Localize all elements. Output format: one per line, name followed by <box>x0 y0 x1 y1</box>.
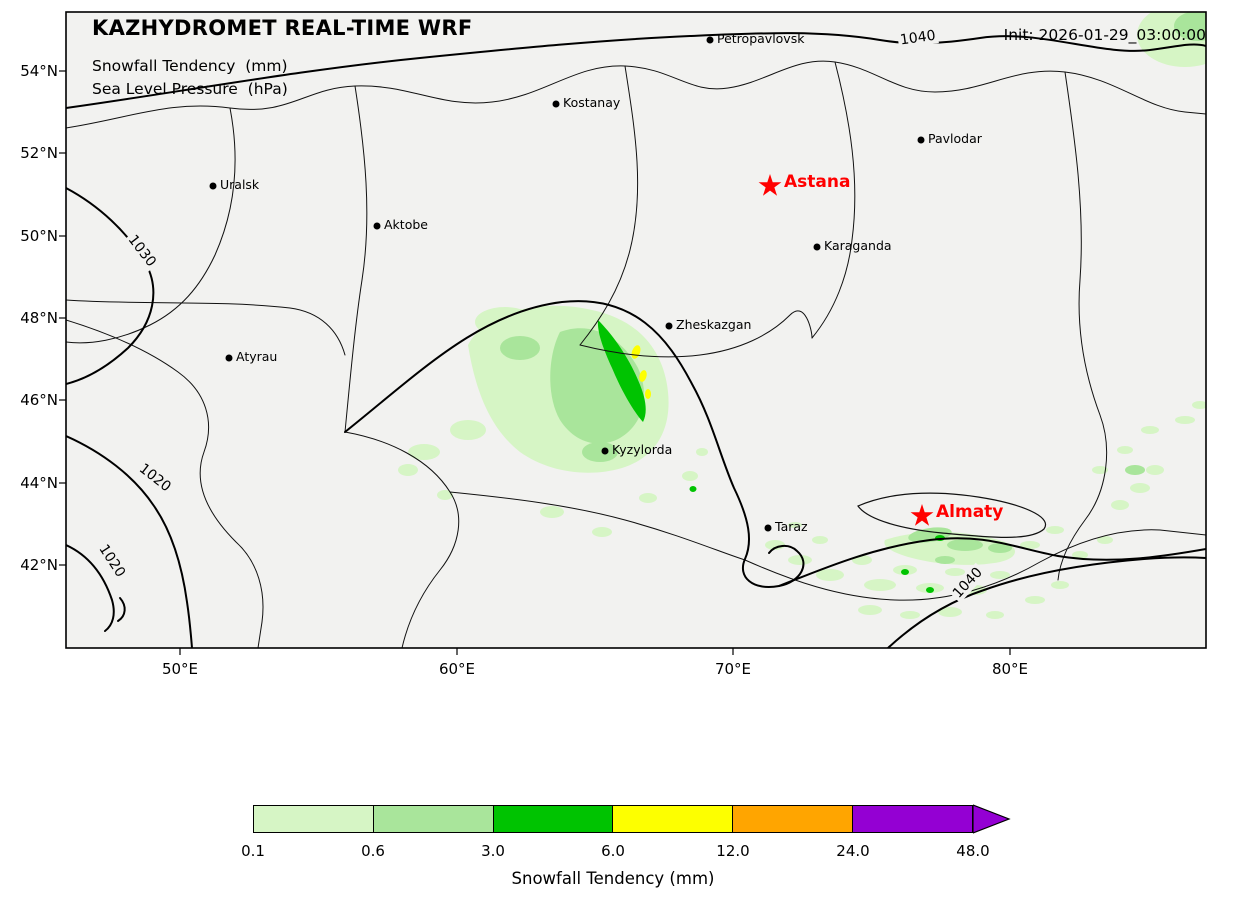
colorbar-extend-arrow <box>973 804 1011 834</box>
city-dot-atyrau <box>225 354 233 362</box>
ytick-50n: 50°N <box>20 227 58 245</box>
colorbar-seg-3.0-6.0 <box>493 806 614 832</box>
city-label-petropavlovsk: Petropavlovsk <box>717 31 805 46</box>
page-title: KAZHYDROMET REAL-TIME WRF <box>92 16 473 40</box>
xtick-60e: 60°E <box>438 660 476 678</box>
city-dot-aktobe <box>373 222 381 230</box>
city-label-karaganda: Karaganda <box>824 238 892 253</box>
city-label-pavlodar: Pavlodar <box>928 131 982 146</box>
subtitle-snowfall: Snowfall Tendency (mm) <box>92 57 288 75</box>
city-label-kostanay: Kostanay <box>563 95 621 110</box>
colorbar-seg-24.0-48.0 <box>853 806 972 832</box>
city-markers-layer <box>209 36 934 532</box>
ytick-54n: 54°N <box>20 62 58 80</box>
star-marker-almaty <box>910 504 934 526</box>
xtick-70e: 70°E <box>714 660 752 678</box>
ytick-48n: 48°N <box>20 309 58 327</box>
city-label-astana: Astana <box>784 172 851 192</box>
city-label-almaty: Almaty <box>936 502 1004 522</box>
city-label-kyzylorda: Kyzylorda <box>612 442 673 457</box>
cbtick-24.0: 24.0 <box>836 842 870 860</box>
city-dot-taraz <box>764 524 772 532</box>
city-label-atyrau: Atyrau <box>236 349 278 364</box>
cbtick-6.0: 6.0 <box>601 842 625 860</box>
colorbar-arrow-shape <box>973 804 1011 834</box>
ytick-42n: 42°N <box>20 556 58 574</box>
city-label-zheskazgan: Zheskazgan <box>676 317 752 332</box>
city-label-aktobe: Aktobe <box>384 217 428 232</box>
city-dot-petropavlovsk <box>706 36 714 44</box>
colorbar-title: Snowfall Tendency (mm) <box>511 869 715 888</box>
cbtick-0.1: 0.1 <box>241 842 265 860</box>
axis-ticks <box>59 70 1011 655</box>
ytick-46n: 46°N <box>20 391 58 409</box>
city-label-taraz: Taraz <box>775 519 808 534</box>
colorbar-seg-12.0-24.0 <box>733 806 854 832</box>
snowfall-colorbar <box>253 805 973 833</box>
city-dot-zheskazgan <box>665 322 673 330</box>
city-dot-kyzylorda <box>601 447 609 455</box>
cbtick-48.0: 48.0 <box>956 842 990 860</box>
city-dot-kostanay <box>552 100 560 108</box>
ytick-44n: 44°N <box>20 474 58 492</box>
city-dot-pavlodar <box>917 136 925 144</box>
xtick-80e: 80°E <box>991 660 1029 678</box>
city-label-uralsk: Uralsk <box>220 177 260 192</box>
cbtick-3.0: 3.0 <box>481 842 505 860</box>
city-dot-uralsk <box>209 182 217 190</box>
subtitle-pressure: Sea Level Pressure (hPa) <box>92 80 288 98</box>
snowfall-shading-layer <box>398 12 1206 619</box>
star-marker-astana <box>758 174 782 196</box>
colorbar-seg-0.6-3.0 <box>373 806 494 832</box>
pressure-contours-layer <box>66 32 1206 648</box>
boundary-lines-layer <box>66 60 1206 648</box>
cbtick-12.0: 12.0 <box>716 842 750 860</box>
init-timestamp: Init: 2026-01-29_03:00:00 <box>1003 26 1206 44</box>
city-dot-karaganda <box>813 243 821 251</box>
ytick-52n: 52°N <box>20 144 58 162</box>
map-frame <box>65 11 1207 649</box>
cbtick-0.6: 0.6 <box>361 842 385 860</box>
xtick-50e: 50°E <box>161 660 199 678</box>
colorbar-seg-0.1-0.6 <box>254 806 374 832</box>
colorbar-seg-6.0-12.0 <box>613 806 734 832</box>
